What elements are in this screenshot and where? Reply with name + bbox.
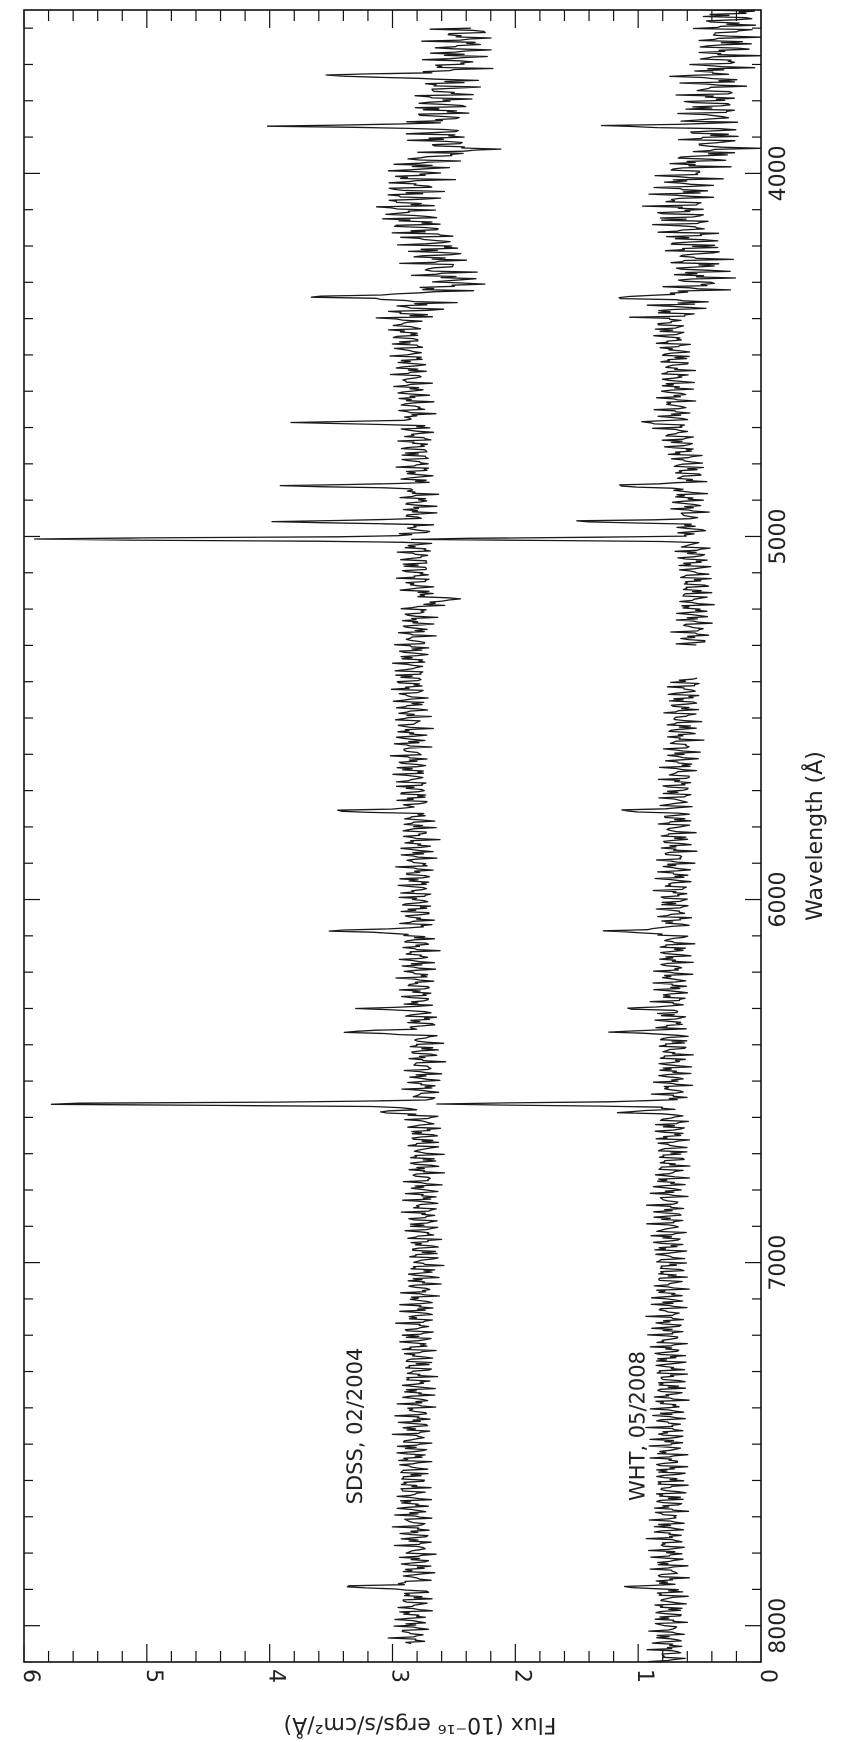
y-tick-label: 1	[632, 1669, 657, 1683]
y-tick-label: 6	[18, 1669, 43, 1683]
series-2	[410, 9, 762, 1663]
y-tick-label: 4	[264, 1669, 289, 1683]
series-layer	[33, 9, 762, 1663]
x-tick-label: 4000	[766, 145, 791, 201]
x-axis-ticks	[24, 27, 761, 1663]
y-tick-label: 3	[387, 1669, 412, 1683]
y-axis-ticks	[23, 10, 762, 1662]
x-tick-label: 6000	[766, 872, 791, 928]
y-tick-label: 2	[509, 1669, 534, 1683]
spectrum-line	[33, 27, 502, 1645]
y-axis-label: Flux (10⁻¹⁶ ergs/s/cm²/Å)	[284, 1712, 557, 1739]
x-tick-label: 7000	[766, 1235, 791, 1291]
spectrum-line	[410, 9, 762, 646]
spectrum-line	[436, 677, 705, 1663]
x-axis-label: Wavelength (Å)	[801, 751, 828, 921]
annotations: SDSS, 02/2004 WHT, 05/2008	[343, 1348, 650, 1505]
x-tick-labels: 4000 5000 6000 7000 8000	[766, 145, 791, 1653]
x-tick-label: 5000	[766, 508, 791, 564]
y-tick-label: 0	[755, 1669, 780, 1683]
x-tick-label: 8000	[766, 1598, 791, 1654]
y-tick-label: 5	[141, 1669, 166, 1683]
series-1	[33, 27, 502, 1645]
series-annotation: WHT, 05/2008	[625, 1351, 649, 1501]
plot-frame	[23, 9, 762, 1663]
y-tick-labels: 0 1 2 3 4 5 6	[18, 1669, 780, 1683]
series-annotation: SDSS, 02/2004	[343, 1348, 367, 1505]
